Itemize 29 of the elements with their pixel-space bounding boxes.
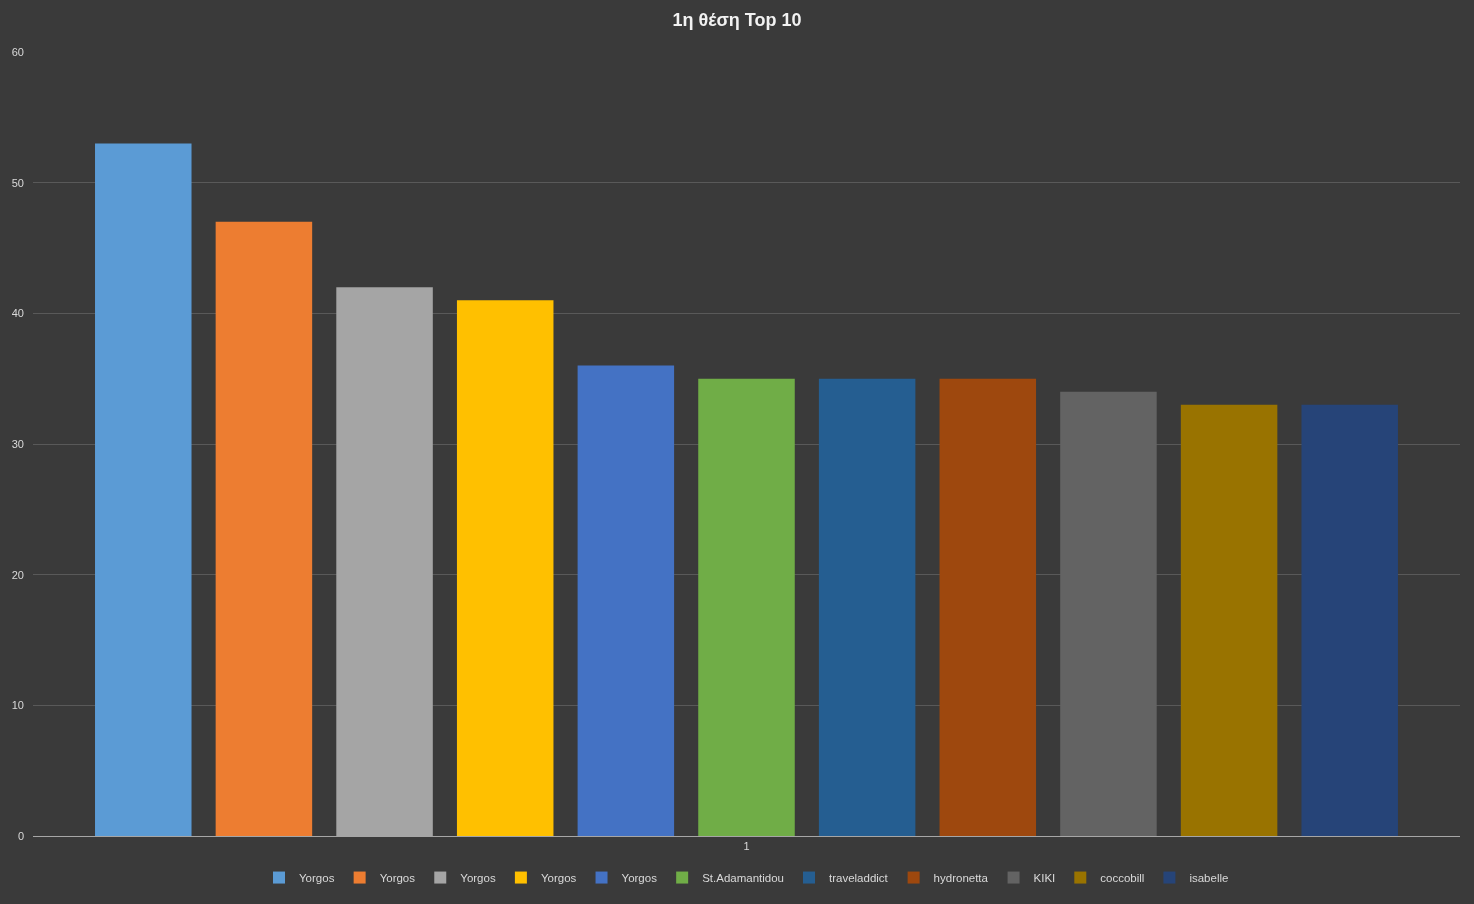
bar: [698, 378, 795, 836]
bar: [939, 378, 1037, 836]
x-tick-label: 1: [743, 840, 750, 853]
legend-label: hydronetta: [933, 872, 989, 885]
legend-label: St.Adamantidou: [702, 872, 784, 885]
y-tick-label: 0: [17, 829, 24, 842]
bar: [456, 300, 554, 836]
bar: [95, 143, 192, 836]
bar: [1180, 404, 1278, 836]
legend-label: traveladdict: [829, 872, 889, 885]
bar: [215, 221, 313, 836]
y-tick-label: 20: [11, 568, 24, 581]
y-tick-label: 30: [11, 437, 24, 450]
legend-label: KIKI: [1033, 872, 1056, 885]
legend-label: isabelle: [1189, 872, 1229, 885]
bar: [818, 378, 916, 836]
y-tick-label: 60: [11, 45, 24, 58]
legend-label: coccobill: [1100, 872, 1145, 885]
y-tick-label: 50: [11, 176, 24, 189]
bar: [1301, 404, 1398, 836]
legend-label: Yorgos: [299, 872, 335, 885]
y-tick-label: 40: [11, 307, 24, 320]
legend-label: Yorgos: [460, 872, 496, 885]
chart-title: 1η θέση Top 10: [672, 10, 802, 31]
legend-label: Yorgos: [379, 872, 416, 885]
bar: [577, 365, 675, 836]
legend-label: Yorgos: [621, 872, 658, 885]
y-tick-label: 10: [11, 699, 24, 712]
legend-label: Yorgos: [540, 872, 577, 885]
